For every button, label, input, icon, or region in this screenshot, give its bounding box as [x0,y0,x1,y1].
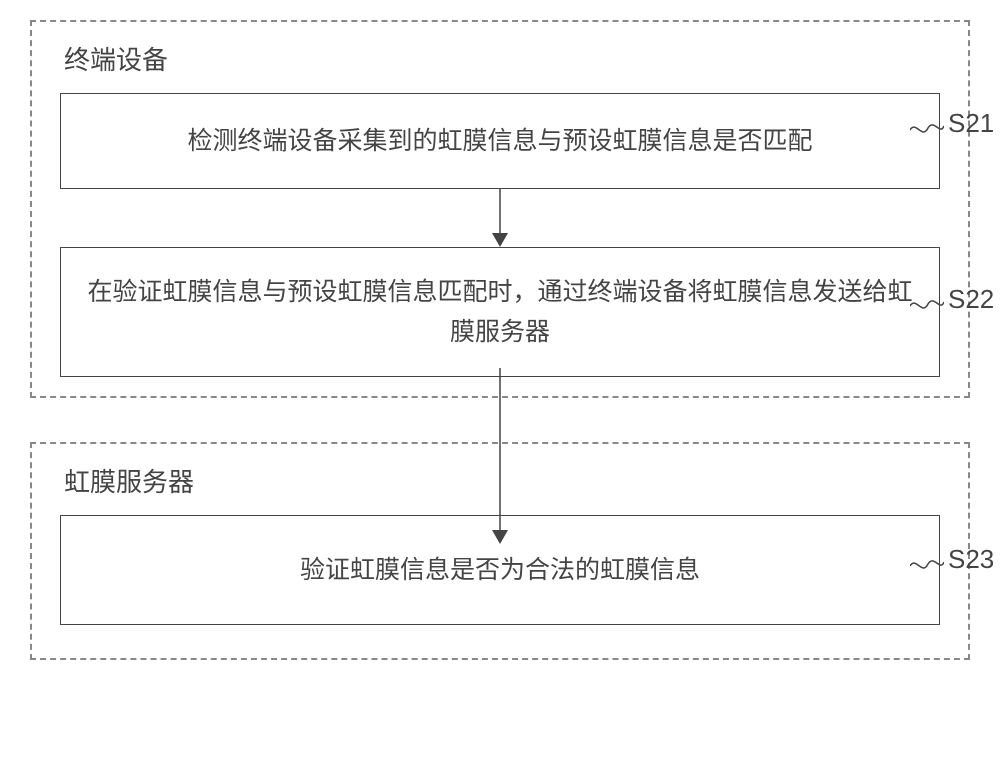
terminal-device-title: 终端设备 [64,40,940,77]
step-s22-text: 在验证虹膜信息与预设虹膜信息匹配时，通过终端设备将虹膜信息发送给虹膜服务器 [85,272,915,352]
step-s21-text: 检测终端设备采集到的虹膜信息与预设虹膜信息是否匹配 [187,121,812,161]
step-s22-box: 在验证虹膜信息与预设虹膜信息匹配时，通过终端设备将虹膜信息发送给虹膜服务器 [60,247,940,377]
terminal-device-group: 终端设备 检测终端设备采集到的虹膜信息与预设虹膜信息是否匹配 在验证虹膜信息与预… [30,20,970,398]
step-s21-box: 检测终端设备采集到的虹膜信息与预设虹膜信息是否匹配 [60,93,940,189]
connector-squiggle-icon [910,554,944,574]
connector-squiggle-icon [910,118,944,138]
step-s23-label: S23 [948,544,994,575]
connector-squiggle-icon [910,294,944,314]
iris-server-group: 虹膜服务器 验证虹膜信息是否为合法的虹膜信息 [30,442,970,660]
step-s21-label: S21 [948,108,994,139]
step-s23-box: 验证虹膜信息是否为合法的虹膜信息 [60,515,940,625]
down-arrow-icon [490,189,510,247]
iris-server-title: 虹膜服务器 [64,462,940,499]
arrow-s21-to-s22 [60,189,940,247]
step-s22-label: S22 [948,284,994,315]
step-s23-text: 验证虹膜信息是否为合法的虹膜信息 [300,550,700,590]
